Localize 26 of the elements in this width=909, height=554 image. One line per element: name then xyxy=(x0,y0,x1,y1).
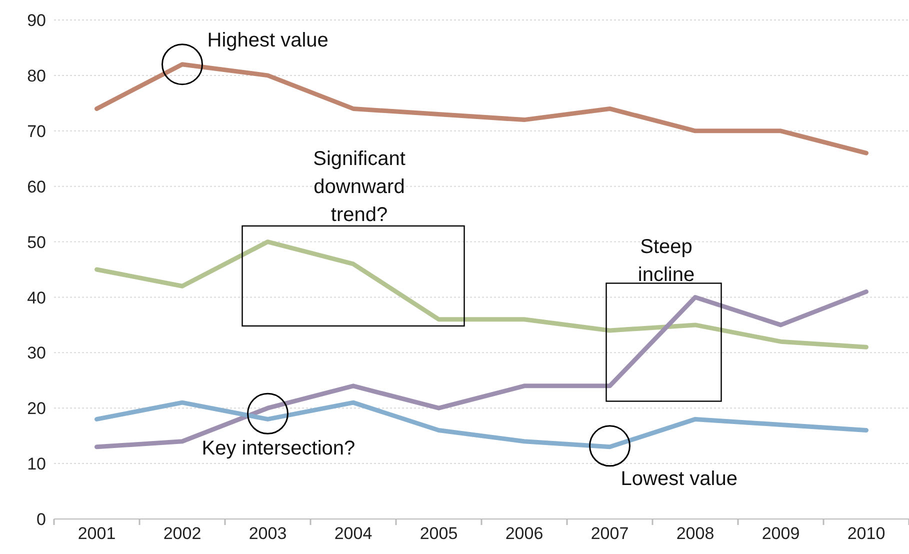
y-tick-label: 0 xyxy=(36,510,46,530)
x-tick-label: 2004 xyxy=(334,524,372,544)
annotation: Significant downward trend? xyxy=(313,148,406,226)
x-tick-label: 2003 xyxy=(248,524,287,544)
x-tick-label: 2005 xyxy=(420,524,458,544)
y-tick-label: 70 xyxy=(27,122,46,141)
x-tick-label: 2001 xyxy=(78,524,116,544)
x-tick-label: 2002 xyxy=(163,524,202,544)
y-tick-label: 10 xyxy=(27,454,46,474)
y-tick-label: 60 xyxy=(27,177,46,196)
y-tick-label: 20 xyxy=(27,399,46,418)
y-tick-label: 50 xyxy=(27,232,46,252)
x-tick-label: 2006 xyxy=(505,524,544,544)
y-tick-label: 80 xyxy=(27,66,46,86)
annotation: Steep incline xyxy=(638,236,695,286)
annotation: Highest value xyxy=(207,29,328,52)
y-tick-label: 90 xyxy=(27,11,46,30)
x-tick-label: 2009 xyxy=(762,524,800,544)
x-tick-label: 2007 xyxy=(590,524,629,544)
y-tick-label: 30 xyxy=(27,344,46,363)
line-series xyxy=(94,240,868,350)
annotation: Lowest value xyxy=(620,468,738,490)
y-tick-label: 40 xyxy=(27,288,46,308)
annotation: Key intersection? xyxy=(202,438,356,460)
x-tick-label: 2010 xyxy=(847,524,886,544)
x-tick-label: 2008 xyxy=(676,524,714,544)
